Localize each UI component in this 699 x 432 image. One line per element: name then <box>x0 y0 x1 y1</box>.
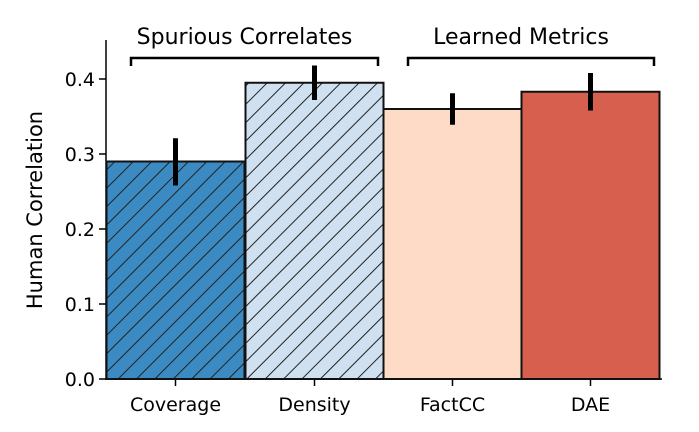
bars <box>105 65 661 380</box>
y-tick-label: 0.4 <box>65 69 95 91</box>
y-axis-label: Human Correlation <box>23 111 47 309</box>
y-tick-label: 0.0 <box>65 369 95 391</box>
x-tick-label: Density <box>278 394 350 416</box>
bar-hatch <box>245 82 384 379</box>
bar-factcc <box>383 109 522 379</box>
y-tick-label: 0.2 <box>65 219 95 241</box>
bar-dae <box>521 91 660 379</box>
group-bracket <box>406 56 656 66</box>
axes: Coverage Density FactCC DAE 0.0 0.1 0.2 0.3 0.4 <box>65 40 662 416</box>
x-tick-label: FactCC <box>420 394 485 416</box>
y-tick-label: 0.3 <box>65 144 95 166</box>
group-label: Learned Metrics <box>433 25 609 50</box>
group-brackets: Spurious Correlates Learned Metrics <box>129 25 656 66</box>
y-tick-label: 0.1 <box>65 294 95 316</box>
group-bracket <box>129 56 380 66</box>
bar-hatch <box>106 161 245 379</box>
group-label: Spurious Correlates <box>137 25 353 50</box>
x-tick-label: DAE <box>571 394 610 416</box>
x-tick-label: Coverage <box>130 394 221 416</box>
